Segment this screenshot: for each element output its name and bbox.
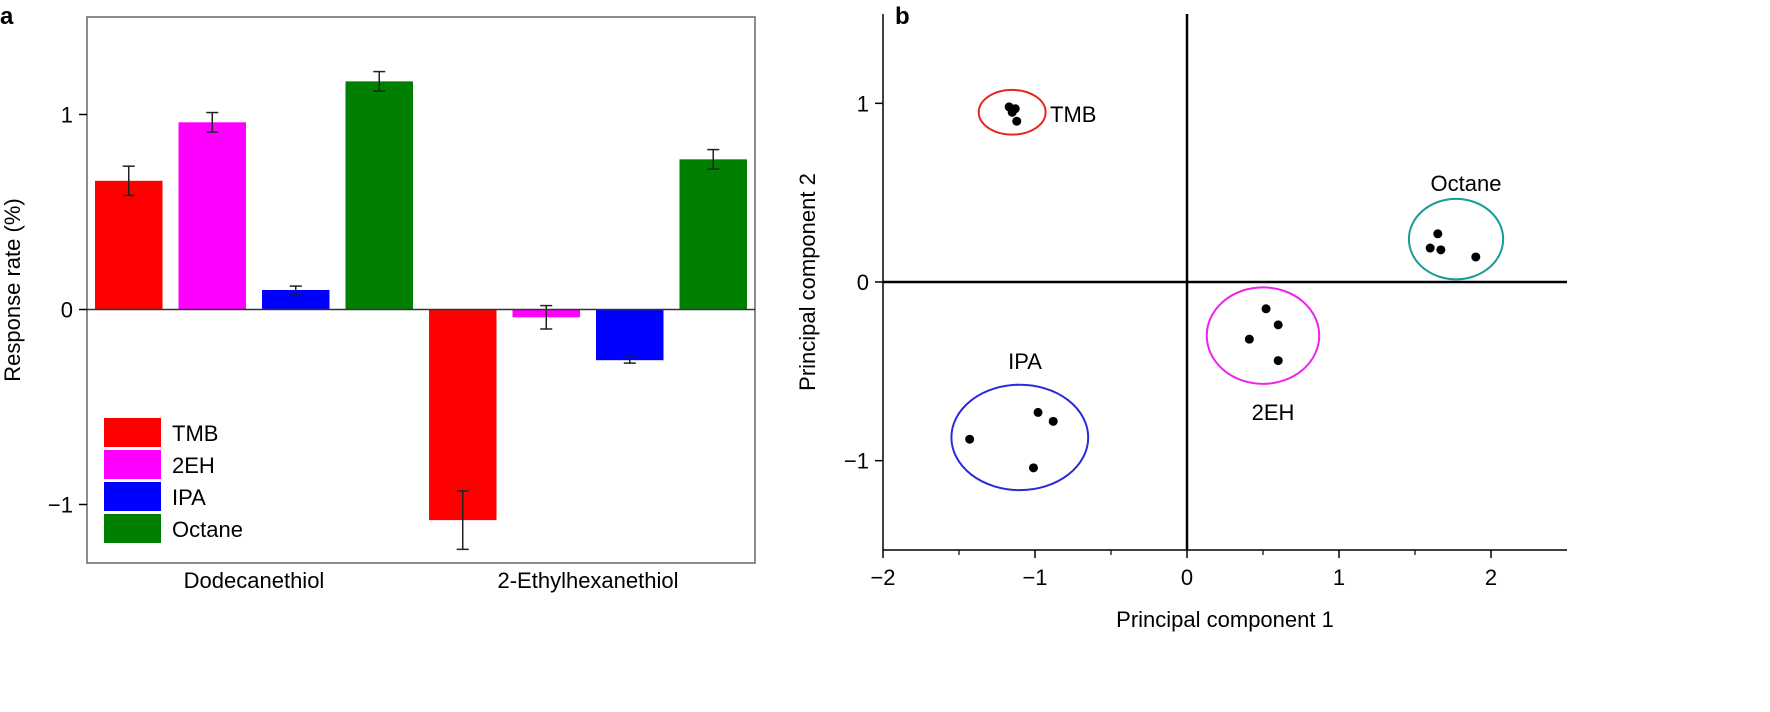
y-tick-label: 0 <box>61 298 73 323</box>
data-point-ipa <box>1048 416 1058 426</box>
x-tick-label: 0 <box>1181 565 1193 590</box>
bar-tmb-2 <box>429 309 497 521</box>
cluster-ellipse-tmb <box>977 88 1047 136</box>
y-axis-label: Response rate (%) <box>0 198 25 381</box>
cluster-ellipse-2eh <box>1205 286 1321 385</box>
bar-ipa-1 <box>262 290 330 310</box>
y-tick-label: −1 <box>48 493 73 518</box>
data-point-ipa <box>1028 463 1038 473</box>
data-point-tmb <box>1010 104 1020 114</box>
data-point-ipa <box>1033 407 1043 417</box>
y-tick-label: 1 <box>61 103 73 128</box>
y-tick-label: 1 <box>857 91 869 116</box>
y-tick-label: 0 <box>857 270 869 295</box>
data-point-2eh <box>1261 304 1271 314</box>
data-point-2eh <box>1244 334 1254 344</box>
x-tick-label: 1 <box>1333 565 1345 590</box>
data-point-octane <box>1425 243 1435 253</box>
legend-swatch-tmb <box>104 418 161 447</box>
bar-octane-2 <box>679 159 747 310</box>
legend-label-2eh: 2EH <box>172 453 215 478</box>
legend-swatch-ipa <box>104 482 161 511</box>
bar-2eh-1 <box>178 122 246 310</box>
legend-label-ipa: IPA <box>172 485 206 510</box>
bar-tmb-1 <box>95 180 163 310</box>
data-point-2eh <box>1273 320 1283 330</box>
x-axis-label: Principal component 1 <box>1116 607 1334 632</box>
legend-swatch-octane <box>104 514 161 543</box>
cluster-ellipse-octane <box>1407 197 1505 281</box>
cluster-label-tmb: TMB <box>1050 102 1096 127</box>
x-tick-label: −2 <box>870 565 895 590</box>
legend-label-tmb: TMB <box>172 421 218 446</box>
bar-chart-panel: −1 0 1 Response rate (%) Dodecanethiol 2-Ethy… <box>0 16 756 593</box>
plot-frame <box>86 16 756 564</box>
data-point-octane <box>1433 229 1443 239</box>
panel-b-letter: b <box>895 3 910 30</box>
legend-label-octane: Octane <box>172 517 243 542</box>
category-label: Dodecanethiol <box>184 568 325 593</box>
data-point-octane <box>1471 252 1481 262</box>
bar-octane-1 <box>345 81 413 310</box>
data-point-ipa <box>965 434 975 444</box>
legend-swatch-2eh <box>104 450 161 479</box>
cluster-label-2eh: 2EH <box>1252 400 1295 425</box>
x-tick-label: 2 <box>1485 565 1497 590</box>
category-label: 2-Ethylhexanethiol <box>497 568 678 593</box>
panel-a-letter: a <box>0 3 14 30</box>
y-tick-label: −1 <box>844 449 869 474</box>
data-point-tmb <box>1012 116 1022 126</box>
pca-scatter-panel: −2 −1 0 1 2 −1 0 1 Principal component 1 Principa… <box>795 14 1567 632</box>
data-point-octane <box>1436 245 1446 255</box>
data-point-2eh <box>1273 356 1283 366</box>
cluster-label-octane: Octane <box>1431 171 1502 196</box>
cluster-label-ipa: IPA <box>1008 349 1042 374</box>
bar-ipa-2 <box>596 309 664 361</box>
y-axis-label: Principal component 2 <box>795 173 820 391</box>
cluster-ellipse-ipa <box>950 383 1090 492</box>
x-tick-label: −1 <box>1022 565 1047 590</box>
